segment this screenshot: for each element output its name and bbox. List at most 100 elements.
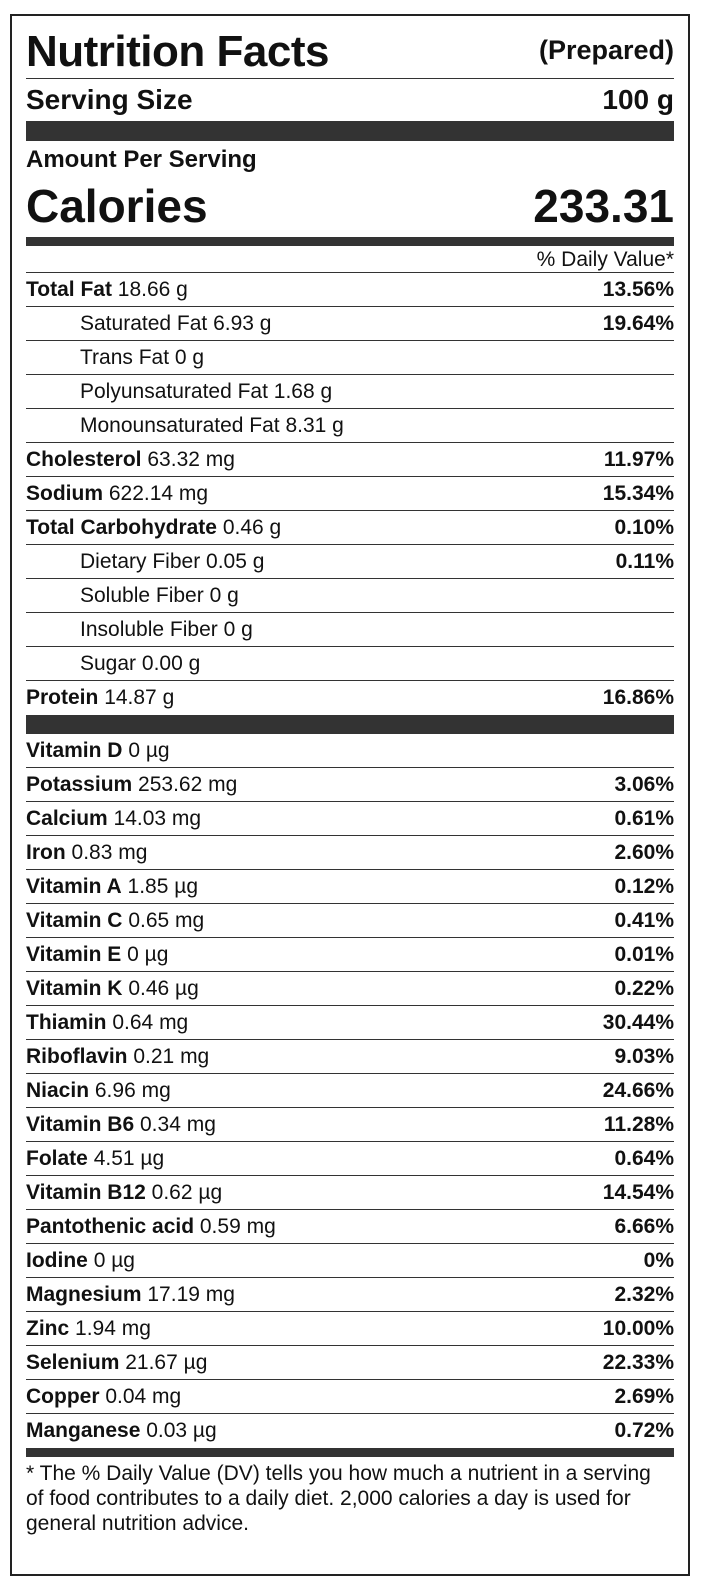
macronutrient-row: Soluble Fiber 0 g xyxy=(26,579,674,613)
nutrient-name: Vitamin D xyxy=(26,738,123,762)
nutrient-daily-value: 2.60% xyxy=(614,840,674,864)
nutrient-label: Vitamin B6 0.34 mg xyxy=(26,1113,216,1137)
micronutrient-row: Pantothenic acid 0.59 mg 6.66% xyxy=(26,1210,674,1244)
nutrient-name: Potassium xyxy=(26,772,133,796)
nutrient-name: Vitamin A xyxy=(26,874,122,898)
nutrient-amount: 17.19 mg xyxy=(147,1282,235,1306)
nutrient-label: Sugar 0.00 g xyxy=(26,652,200,676)
nutrient-daily-value: 0.01% xyxy=(614,942,674,966)
nutrient-label: Sodium 622.14 mg xyxy=(26,482,208,506)
macronutrient-row: Total Carbohydrate 0.46 g 0.10% xyxy=(26,511,674,545)
nutrient-name: Iron xyxy=(26,840,66,864)
nutrient-name: Dietary Fiber xyxy=(80,549,201,573)
thick-divider xyxy=(26,121,674,141)
macronutrient-row: Polyunsaturated Fat 1.68 g xyxy=(26,375,674,409)
nutrient-name: Monounsaturated Fat xyxy=(80,413,280,437)
micronutrient-row: Zinc 1.94 mg 10.00% xyxy=(26,1312,674,1346)
nutrient-daily-value: 11.28% xyxy=(603,1112,674,1136)
nutrient-label: Iron 0.83 mg xyxy=(26,841,147,865)
micronutrient-row: Vitamin K 0.46 µg 0.22% xyxy=(26,972,674,1006)
nutrient-amount: 6.96 mg xyxy=(94,1078,171,1102)
nutrient-name: Protein xyxy=(26,686,99,709)
nutrient-label: Pantothenic acid 0.59 mg xyxy=(26,1215,276,1239)
nutrient-amount: 0 g xyxy=(209,583,239,607)
nutrient-label: Vitamin E 0 µg xyxy=(26,943,168,967)
nutrient-name: Vitamin K xyxy=(26,976,123,1000)
medium-divider xyxy=(26,237,674,246)
nutrient-label: Niacin 6.96 mg xyxy=(26,1079,171,1103)
nutrient-name: Pantothenic acid xyxy=(26,1214,195,1238)
nutrient-name: Soluble Fiber xyxy=(80,583,204,607)
nutrient-amount: 18.66 g xyxy=(117,277,188,301)
nutrient-name: Trans Fat xyxy=(80,345,170,369)
nutrient-amount: 0.03 µg xyxy=(146,1419,217,1442)
nutrient-label: Iodine 0 µg xyxy=(26,1249,135,1273)
nutrient-daily-value: 14.54% xyxy=(602,1180,674,1204)
micronutrient-row: Iron 0.83 mg 2.60% xyxy=(26,836,674,870)
nutrient-label: Copper 0.04 mg xyxy=(26,1385,181,1409)
nutrient-label: Vitamin A 1.85 µg xyxy=(26,875,198,899)
macronutrient-row: Sugar 0.00 g xyxy=(26,647,674,681)
calories-value: 233.31 xyxy=(533,180,674,232)
nutrient-name: Folate xyxy=(26,1146,88,1170)
micronutrient-row: Vitamin D 0 µg xyxy=(26,734,674,768)
micronutrient-row: Copper 0.04 mg 2.69% xyxy=(26,1380,674,1414)
nutrient-amount: 4.51 µg xyxy=(93,1146,165,1170)
nutrient-daily-value: 3.06% xyxy=(614,772,674,796)
nutrient-name: Total Carbohydrate xyxy=(26,515,217,539)
nutrient-label: Magnesium 17.19 mg xyxy=(26,1283,235,1307)
medium-divider xyxy=(26,1448,674,1457)
nutrient-amount: 1.68 g xyxy=(273,379,333,403)
nutrient-name: Thiamin xyxy=(26,1010,107,1034)
nutrient-label: Total Fat 18.66 g xyxy=(26,278,188,302)
nutrient-amount: 0.34 mg xyxy=(140,1112,216,1136)
serving-size-value: 100 g xyxy=(602,84,674,115)
nutrient-name: Selenium xyxy=(26,1350,120,1374)
calories-label: Calories xyxy=(26,180,208,232)
nutrient-daily-value: 13.56% xyxy=(602,277,674,301)
nutrient-amount: 0 g xyxy=(174,345,205,369)
macronutrient-row: Total Fat 18.66 g 13.56% xyxy=(26,273,674,307)
nutrient-name: Cholesterol xyxy=(26,447,142,471)
nutrient-label: Thiamin 0.64 mg xyxy=(26,1011,188,1035)
micronutrient-row: Thiamin 0.64 mg 30.44% xyxy=(26,1006,674,1040)
micronutrient-row: Iodine 0 µg 0% xyxy=(26,1244,674,1278)
nutrient-label: Calcium 14.03 mg xyxy=(26,807,201,831)
nutrient-daily-value: 19.64% xyxy=(602,311,674,335)
nutrient-name: Vitamin B6 xyxy=(26,1112,135,1136)
nutrient-amount: 14.87 g xyxy=(104,686,175,709)
nutrient-daily-value: 0.22% xyxy=(614,976,674,1000)
nutrient-daily-value: 0.12% xyxy=(614,874,674,898)
nutrient-amount: 0.64 mg xyxy=(112,1010,189,1034)
macronutrient-row: Saturated Fat 6.93 g 19.64% xyxy=(26,307,674,341)
nutrient-name: Zinc xyxy=(26,1316,70,1340)
nutrient-name: Insoluble Fiber xyxy=(80,617,218,641)
label-header: Nutrition Facts (Prepared) xyxy=(26,16,674,79)
nutrient-label: Total Carbohydrate 0.46 g xyxy=(26,516,281,540)
serving-size-label: Serving Size xyxy=(26,84,193,115)
nutrient-daily-value: 24.66% xyxy=(602,1078,674,1102)
label-title: Nutrition Facts xyxy=(26,27,329,76)
nutrient-label: Folate 4.51 µg xyxy=(26,1147,164,1171)
macronutrient-row: Monounsaturated Fat 8.31 g xyxy=(26,409,674,443)
nutrient-daily-value: 0.11% xyxy=(615,549,674,573)
macronutrient-row: Protein 14.87 g 16.86% xyxy=(26,681,674,715)
micronutrient-row: Calcium 14.03 mg 0.61% xyxy=(26,802,674,836)
nutrient-amount: 0.00 g xyxy=(141,651,201,675)
nutrient-amount: 63.32 mg xyxy=(147,447,235,471)
nutrient-name: Vitamin C xyxy=(26,908,123,932)
micronutrient-row: Niacin 6.96 mg 24.66% xyxy=(26,1074,674,1108)
micronutrient-row: Riboflavin 0.21 mg 9.03% xyxy=(26,1040,674,1074)
thick-divider xyxy=(26,715,674,734)
nutrient-amount: 1.94 mg xyxy=(75,1316,151,1340)
nutrient-daily-value: 0% xyxy=(643,1248,674,1272)
serving-size-row: Serving Size 100 g xyxy=(26,79,674,121)
micronutrient-row: Magnesium 17.19 mg 2.32% xyxy=(26,1278,674,1312)
nutrient-name: Sugar xyxy=(80,651,137,675)
nutrient-label: Polyunsaturated Fat 1.68 g xyxy=(26,380,332,404)
nutrient-amount: 0 g xyxy=(223,617,253,641)
nutrient-label: Vitamin C 0.65 mg xyxy=(26,909,204,933)
macronutrient-row: Sodium 622.14 mg 15.34% xyxy=(26,477,674,511)
nutrient-amount: 0 µg xyxy=(127,942,169,966)
micronutrient-row: Manganese 0.03 µg 0.72% xyxy=(26,1414,674,1448)
